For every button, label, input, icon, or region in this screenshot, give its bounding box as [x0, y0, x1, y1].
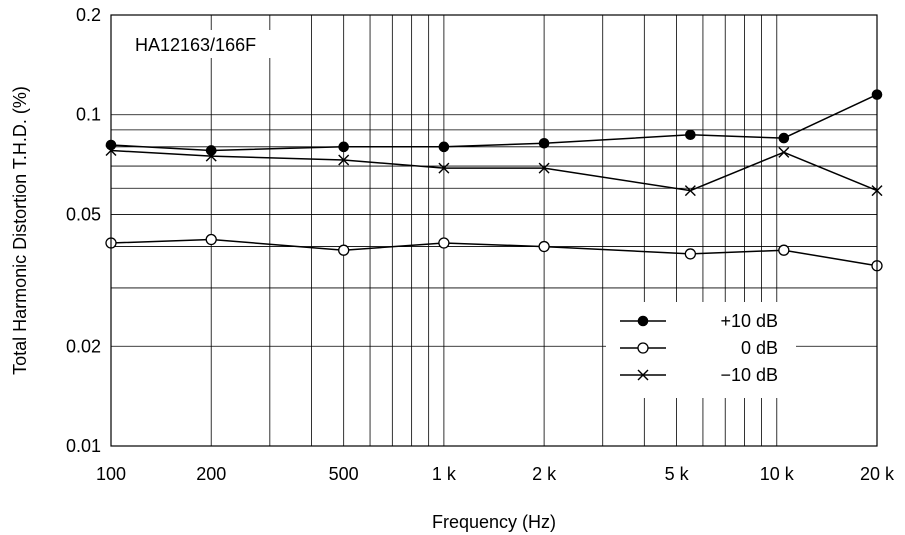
data-point-open-circle [205, 233, 217, 246]
data-point-cross [778, 146, 790, 158]
tick-labels: 100 200 500 1 k 2 k 5 k 10 k 20 k 0.01 0.02 0.05 0.… [66, 5, 895, 484]
data-point-open-circle [637, 342, 649, 354]
cross-stroke [438, 162, 450, 174]
x-tick-label: 2 k [532, 464, 557, 484]
series-1 [105, 233, 883, 272]
annotation-background [126, 30, 294, 58]
legend-background [606, 302, 796, 398]
x-tick-label: 5 k [665, 464, 690, 484]
cross-stroke [205, 150, 217, 162]
data-point-filled-circle [538, 137, 550, 149]
y-tick-label: 0.02 [66, 336, 101, 356]
cross-stroke [637, 369, 649, 381]
y-axis-label: Total Harmonic Distortion T.H.D. (%) [10, 86, 30, 375]
y-tick-label: 0.01 [66, 436, 101, 456]
legend-item: 0 dB [620, 338, 778, 358]
data-point-filled-circle [205, 145, 217, 156]
series-0 [105, 89, 883, 156]
data-point-cross [438, 162, 450, 174]
legend: +10 dB 0 dB −10 dB [606, 302, 796, 398]
y-tick-label: 0.1 [76, 105, 101, 125]
data-point-filled-circle [338, 141, 349, 153]
x-tick-label: 200 [196, 464, 226, 484]
data-point-open-circle [538, 240, 550, 253]
cross-stroke [684, 185, 696, 197]
data-point-filled-circle [637, 315, 649, 327]
x-tick-label: 20 k [860, 464, 895, 484]
data-point-cross [538, 162, 550, 174]
series-line [110, 238, 878, 267]
data-point-cross [637, 369, 649, 381]
series-line [110, 149, 878, 192]
cross-stroke [338, 154, 350, 166]
data-point-open-circle [338, 244, 350, 256]
data-point-filled-circle [685, 129, 696, 141]
legend-item: −10 dB [620, 365, 778, 385]
x-tick-label: 10 k [760, 464, 795, 484]
chart-annotation: HA12163/166F [135, 35, 256, 55]
x-tick-label: 1 k [432, 464, 457, 484]
plot-frame [110, 14, 878, 447]
data-point-cross [684, 185, 696, 197]
data-point-filled-circle [778, 132, 790, 144]
data-point-cross [338, 154, 350, 166]
legend-label: 0 dB [741, 338, 778, 358]
legend-label: +10 dB [720, 311, 778, 331]
data-point-open-circle [684, 248, 697, 260]
cross-stroke [538, 162, 550, 174]
data-point-filled-circle [438, 141, 450, 153]
data-point-open-circle [438, 237, 450, 249]
series-layer [105, 89, 883, 272]
data-point-cross [205, 150, 217, 162]
x-tick-label: 100 [96, 464, 126, 484]
y-tick-label: 0.2 [76, 5, 101, 25]
legend-item: +10 dB [620, 311, 778, 331]
x-axis-label: Frequency (Hz) [432, 512, 556, 532]
x-tick-label: 500 [329, 464, 359, 484]
y-tick-label: 0.05 [66, 204, 101, 224]
series-line [110, 93, 878, 152]
legend-label: −10 dB [720, 365, 778, 385]
data-point-open-circle [778, 244, 790, 256]
cross-stroke [778, 146, 790, 158]
